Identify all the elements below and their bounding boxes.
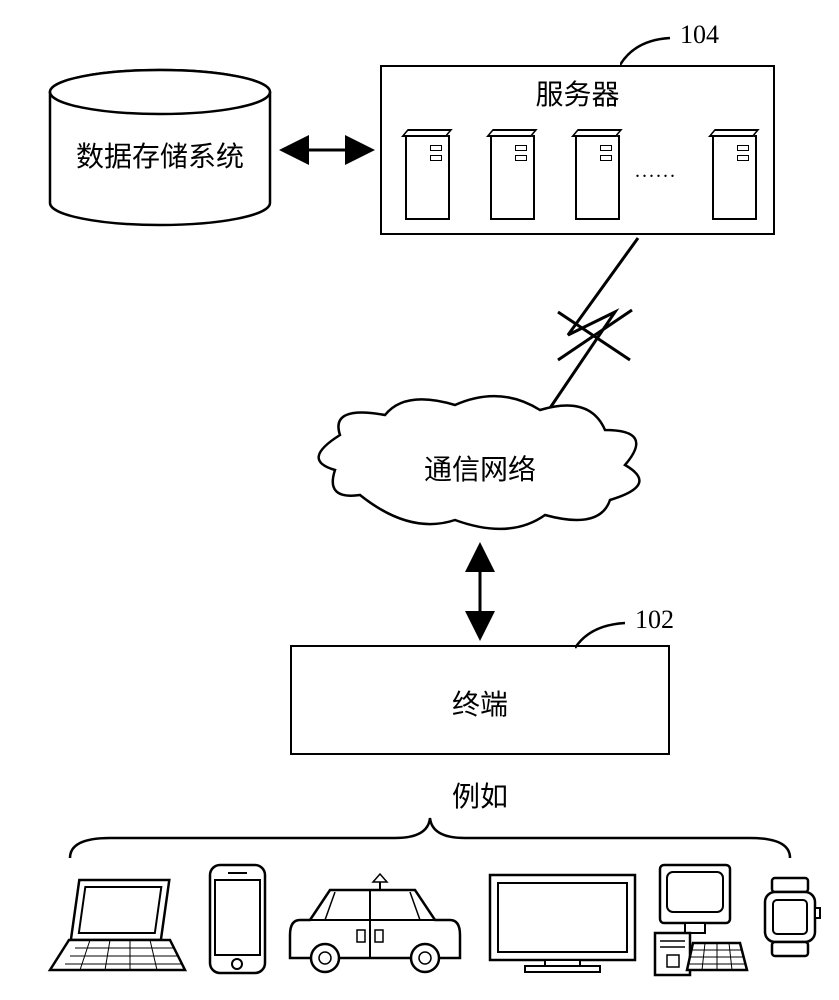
monitor-icon xyxy=(490,875,635,972)
devices-row xyxy=(0,860,839,1000)
laptop-icon xyxy=(50,880,185,970)
watch-icon xyxy=(765,878,820,956)
car-icon xyxy=(290,874,460,972)
desktop-icon xyxy=(655,865,747,975)
phone-icon xyxy=(210,865,265,973)
diagram-canvas: 数据存储系统 服务器 104 ...... xyxy=(0,0,839,1000)
curly-brace xyxy=(0,0,839,880)
